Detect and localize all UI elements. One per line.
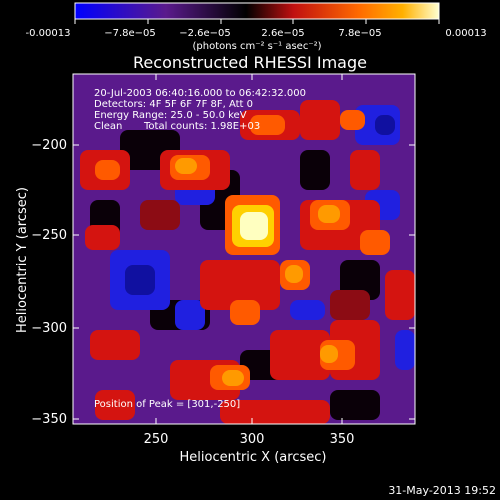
heatmap-blob bbox=[90, 330, 140, 360]
colorbar-gradient bbox=[74, 2, 440, 20]
footer-date: 31-May-2013 19:52 bbox=[388, 484, 496, 497]
heatmap-blob bbox=[395, 330, 415, 370]
heatmap-blob bbox=[175, 300, 205, 330]
colorbar-tick-label: 0.00013 bbox=[445, 28, 486, 39]
colorbar-tick-label: -0.00013 bbox=[26, 28, 71, 39]
heatmap-blob bbox=[375, 115, 395, 135]
heatmap-blob bbox=[340, 110, 365, 130]
heatmap-blob bbox=[95, 390, 135, 420]
heatmap-blob bbox=[220, 400, 330, 424]
heatmap-blob bbox=[285, 265, 303, 283]
heatmap-blob bbox=[125, 265, 155, 295]
y-tick-label: −250 bbox=[31, 228, 67, 243]
heatmap-blob bbox=[240, 212, 268, 240]
colorbar-tick-label: 7.8e−05 bbox=[338, 28, 381, 39]
heatmap-blob bbox=[270, 330, 330, 380]
x-axis-label: Heliocentric X (arcsec) bbox=[180, 450, 327, 465]
heatmap-blob bbox=[300, 150, 330, 190]
y-axis-label: Heliocentric Y (arcsec) bbox=[15, 187, 30, 333]
x-tick-label: 250 bbox=[144, 432, 169, 447]
heatmap-blob bbox=[250, 115, 285, 135]
annotation-algorithm: Clean bbox=[94, 121, 122, 132]
annotation-energy: Energy Range: 25.0 - 50.0 keV bbox=[94, 110, 247, 121]
heatmap-blob bbox=[85, 225, 120, 250]
y-tick-labels: −200 −250 −300 −350 bbox=[31, 138, 67, 427]
annotation-total-counts: Total counts: 1.98E+03 bbox=[143, 121, 260, 132]
heatmap-blob bbox=[175, 158, 197, 174]
x-axis-ticks bbox=[155, 74, 343, 424]
heatmap-blob bbox=[330, 290, 370, 320]
plot-title: Reconstructed RHESSI Image bbox=[133, 53, 367, 72]
colorbar: -0.00013 −7.8e−05 −2.6e−05 2.6e−05 7.8e−… bbox=[26, 2, 487, 52]
annotation-detectors: Detectors: 4F 5F 6F 7F 8F, Att 0 bbox=[94, 99, 253, 110]
heatmap-blobs bbox=[80, 100, 415, 424]
y-axis-ticks bbox=[73, 144, 415, 420]
heatmap-blob bbox=[95, 160, 120, 180]
colorbar-tick-label: −2.6e−05 bbox=[179, 28, 231, 39]
colorbar-units: (photons cm⁻² s⁻¹ asec⁻²) bbox=[192, 41, 321, 52]
heatmap-blob bbox=[300, 100, 340, 140]
heatmap-blob bbox=[318, 205, 340, 223]
colorbar-tick-labels: -0.00013 −7.8e−05 −2.6e−05 2.6e−05 7.8e−… bbox=[26, 28, 487, 39]
heatmap bbox=[73, 74, 415, 424]
x-tick-labels: 250 300 350 bbox=[144, 432, 355, 447]
heatmap-blob bbox=[200, 260, 280, 310]
annotations: 20-Jul-2003 06:40:16.000 to 06:42:32.000… bbox=[94, 88, 306, 410]
x-tick-label: 350 bbox=[330, 432, 355, 447]
annotation-peak: Position of Peak = [301,-250] bbox=[94, 399, 240, 410]
x-tick-label: 300 bbox=[240, 432, 265, 447]
heatmap-blob bbox=[360, 230, 390, 255]
heatmap-blob bbox=[222, 370, 244, 386]
heatmap-blob bbox=[320, 345, 338, 363]
heatmap-blob bbox=[290, 300, 325, 320]
heatmap-blob bbox=[140, 200, 180, 230]
y-tick-label: −300 bbox=[31, 321, 67, 336]
y-tick-label: −350 bbox=[31, 412, 67, 427]
heatmap-blob bbox=[350, 150, 380, 190]
annotation-time-range: 20-Jul-2003 06:40:16.000 to 06:42:32.000 bbox=[94, 88, 306, 99]
colorbar-tick-label: −7.8e−05 bbox=[104, 28, 156, 39]
colorbar-ticks bbox=[74, 19, 440, 24]
plot-frame bbox=[72, 73, 416, 425]
heatmap-blob bbox=[330, 390, 380, 420]
y-tick-label: −200 bbox=[31, 138, 67, 153]
heatmap-blob bbox=[385, 270, 415, 320]
heatmap-blob bbox=[230, 300, 260, 325]
colorbar-tick-label: 2.6e−05 bbox=[261, 28, 304, 39]
